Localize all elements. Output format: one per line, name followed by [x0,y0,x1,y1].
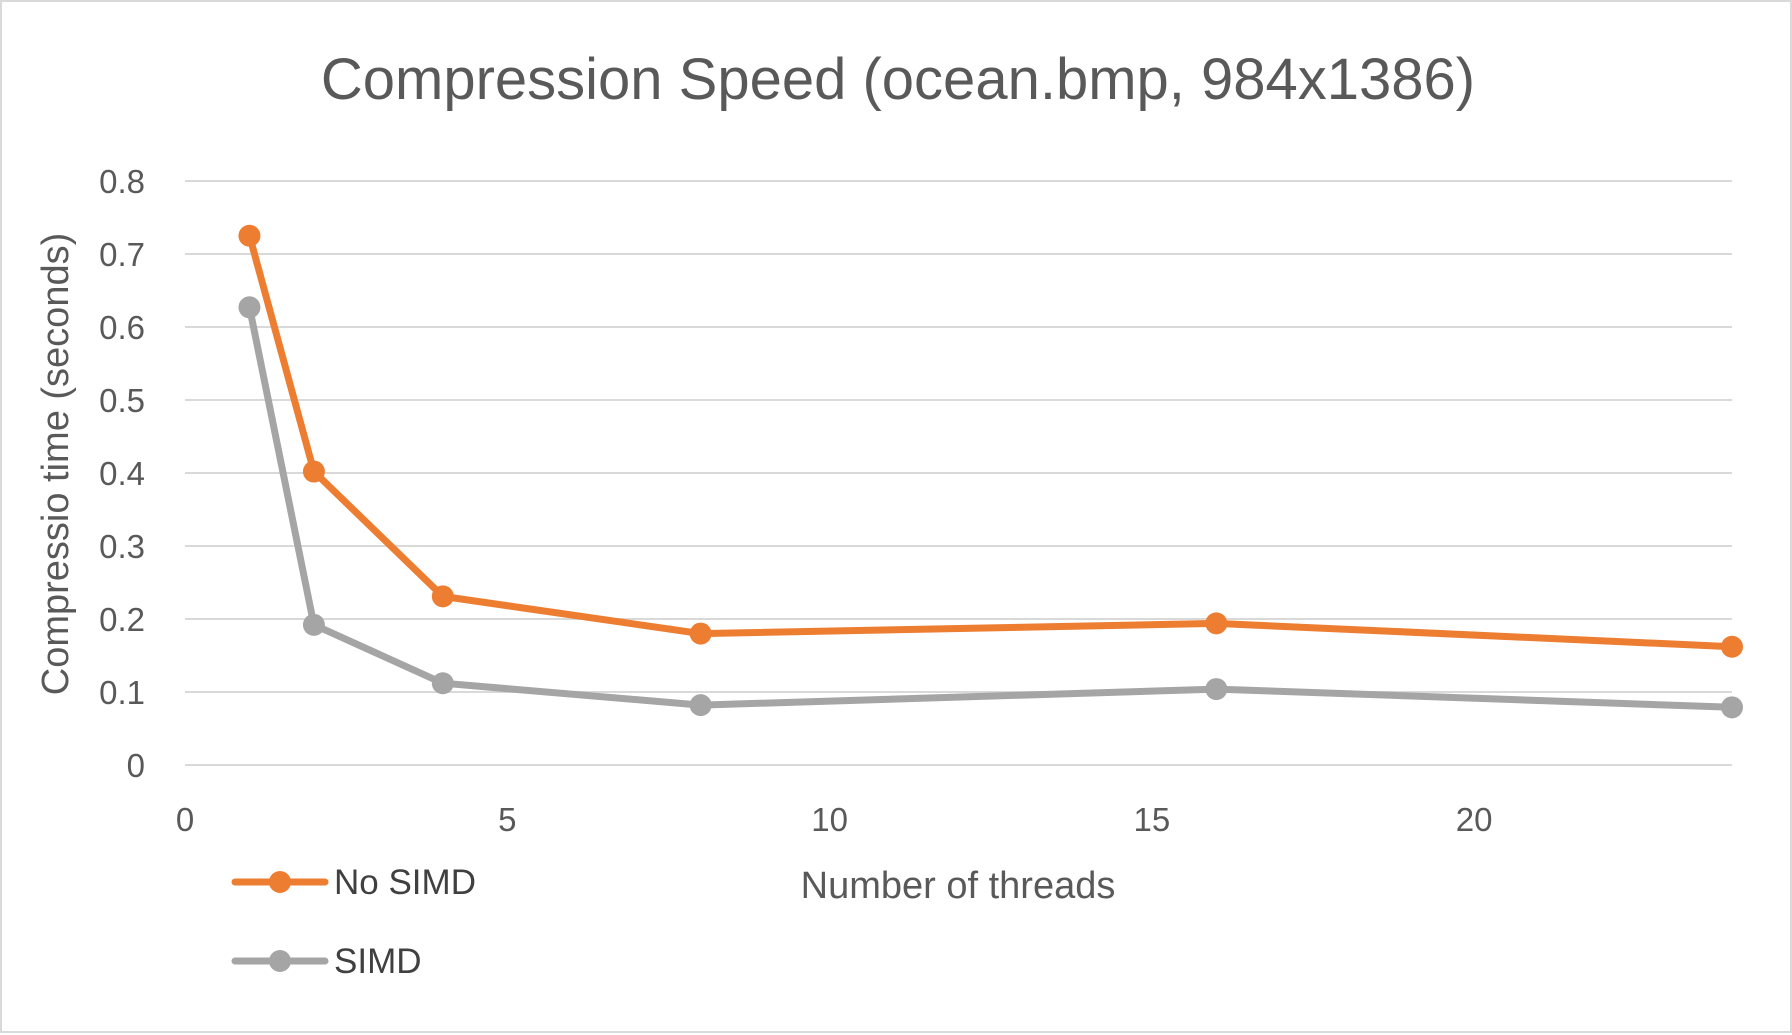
legend-label-simd: SIMD [334,942,422,981]
y-axis-tick-labels: 0 0.1 0.2 0.3 0.4 0.5 0.6 0.7 0.8 [99,163,145,784]
series-simd [238,296,1743,719]
y-tick-label: 0.2 [99,601,145,638]
gridlines [185,180,1732,766]
x-tick-label: 15 [1134,801,1171,838]
legend-label-no-simd: No SIMD [334,863,476,902]
x-tick-label: 5 [498,801,516,838]
y-tick-label: 0.7 [99,236,145,273]
data-point-simd [302,613,325,636]
y-tick-label: 0 [127,747,145,784]
series-line-simd [246,303,1736,711]
data-point-no-simd [689,622,712,645]
x-tick-label: 10 [811,801,848,838]
data-point-simd [689,694,712,717]
data-point-simd [238,296,261,319]
y-tick-label: 0.3 [99,528,145,565]
series-line-no-simd [246,232,1736,651]
legend-marker-no-simd [269,871,291,893]
data-point-no-simd [302,460,325,483]
series-no-simd [238,224,1743,658]
y-tick-label: 0.4 [99,455,145,492]
x-tick-label: 20 [1456,801,1493,838]
data-point-simd [1721,696,1743,719]
x-tick-label: 0 [176,801,194,838]
data-point-no-simd [1721,635,1743,658]
data-point-simd [431,672,454,695]
legend-item-simd: SIMD [231,942,422,981]
x-axis-tick-labels: 0 5 10 15 20 [176,801,1493,838]
legend-marker-simd [269,950,291,972]
chart-title: Compression Speed (ocean.bmp, 984x1386) [321,47,1475,112]
data-point-no-simd [238,224,261,247]
y-tick-label: 0.8 [99,163,145,200]
legend: No SIMD SIMD [231,863,476,981]
y-axis-title: Compressio time (seconds) [35,233,77,695]
y-tick-label: 0.6 [99,309,145,346]
data-point-simd [1205,678,1228,701]
y-tick-label: 0.1 [99,674,145,711]
series-layer [238,224,1743,719]
data-point-no-simd [1205,612,1228,635]
data-point-no-simd [431,585,454,608]
x-axis-title: Number of threads [801,865,1116,907]
y-tick-label: 0.5 [99,382,145,419]
legend-item-no-simd: No SIMD [231,863,476,902]
